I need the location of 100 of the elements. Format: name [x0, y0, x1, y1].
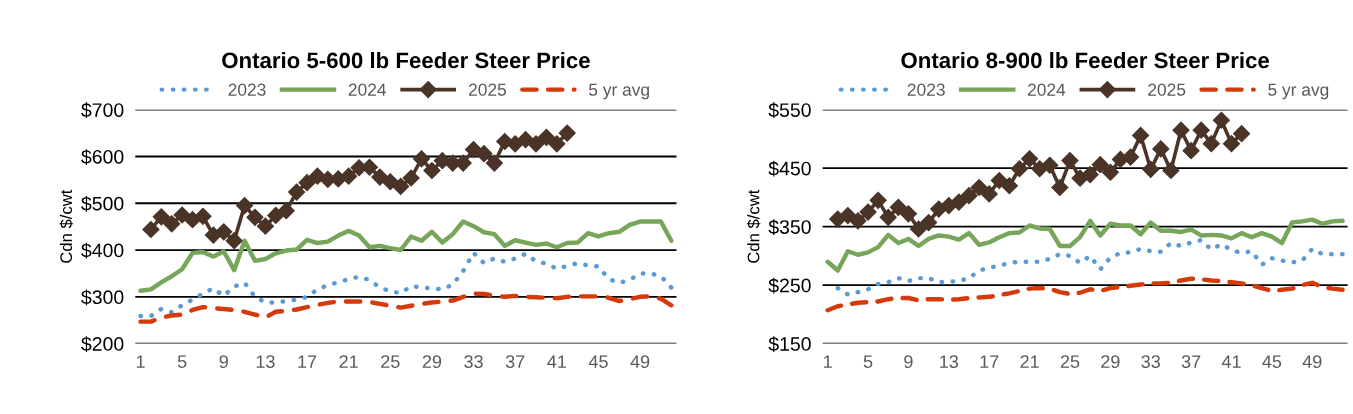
- point: [267, 206, 285, 224]
- point: [246, 208, 264, 226]
- point: [256, 217, 274, 235]
- point: [869, 191, 887, 209]
- point: [1192, 121, 1210, 139]
- point: [879, 208, 897, 226]
- line-series: [138, 250, 674, 319]
- legend-label: 2025: [1148, 83, 1186, 96]
- point: [1051, 178, 1069, 197]
- x-tick-label: 25: [1060, 355, 1080, 368]
- point: [412, 150, 431, 168]
- x-tick-label: 41: [1221, 355, 1241, 368]
- y-tick-label: $300: [81, 289, 124, 306]
- point: [558, 124, 576, 142]
- point: [371, 168, 389, 186]
- line-series: [825, 276, 1345, 313]
- x-tick-label: 5: [177, 355, 187, 368]
- point: [1233, 125, 1251, 143]
- point: [920, 214, 938, 232]
- point: [1101, 163, 1119, 181]
- point: [1132, 126, 1150, 144]
- point: [1222, 135, 1241, 153]
- point: [173, 206, 191, 224]
- point: [277, 202, 295, 220]
- point: [236, 197, 254, 215]
- point: [537, 128, 555, 146]
- point: [1212, 111, 1230, 129]
- point: [1041, 156, 1059, 174]
- legend-label: 5 yr avg: [589, 83, 649, 100]
- point: [1162, 161, 1180, 180]
- y-tick-label: $550: [768, 102, 811, 119]
- point: [298, 174, 316, 192]
- point: [980, 185, 998, 203]
- point: [859, 203, 877, 221]
- point: [475, 145, 493, 163]
- point: [970, 178, 988, 197]
- x-tick-label: 37: [505, 355, 525, 368]
- point: [485, 154, 503, 172]
- x-tick-label: 1: [824, 355, 832, 368]
- legend-label: 2023: [907, 83, 945, 96]
- point: [839, 207, 857, 225]
- x-tick-label: 45: [1262, 355, 1282, 368]
- point: [423, 161, 441, 180]
- point: [1152, 140, 1170, 158]
- y-tick-label: $250: [768, 277, 811, 294]
- x-tick-label: 37: [1181, 355, 1201, 368]
- y-tick-label: $600: [81, 149, 124, 165]
- point: [225, 232, 243, 250]
- point: [204, 226, 222, 244]
- legend-label: 2024: [1027, 83, 1066, 96]
- point: [381, 173, 399, 191]
- x-tick-label: 29: [422, 355, 442, 368]
- x-tick-label: 9: [904, 355, 913, 368]
- x-tick-label: 1: [136, 355, 145, 368]
- x-tick-label: 33: [464, 355, 483, 368]
- point: [402, 169, 420, 187]
- x-tick-label: 25: [381, 355, 400, 368]
- x-tick-label: 9: [219, 355, 228, 368]
- line-series: [138, 291, 674, 324]
- point: [950, 193, 968, 211]
- y-tick-label: $200: [81, 336, 124, 353]
- point: [152, 208, 170, 226]
- y-tick-label: $700: [81, 102, 124, 119]
- x-tick-label: 33: [1141, 355, 1160, 368]
- y-tick-label: $500: [81, 195, 124, 212]
- point: [1142, 160, 1160, 178]
- point: [1091, 156, 1109, 174]
- point: [849, 212, 867, 230]
- x-tick-label: 29: [1101, 355, 1120, 368]
- x-tick-label: 13: [256, 355, 275, 368]
- x-tick-label: 17: [980, 355, 999, 368]
- point: [1010, 160, 1029, 178]
- line-series: [138, 219, 674, 293]
- legend-label: 2024: [348, 83, 387, 96]
- point: [1000, 177, 1018, 195]
- legend-label: 2023: [228, 83, 266, 96]
- x-tick-label: 45: [588, 355, 608, 368]
- point: [960, 187, 978, 205]
- chart-title: Ontario 5-600 lb Feeder Steer Price: [222, 51, 590, 69]
- point: [340, 167, 358, 185]
- x-tick-label: 13: [940, 355, 959, 368]
- line-series: [825, 217, 1345, 273]
- point: [194, 207, 212, 225]
- point: [142, 220, 160, 239]
- point: [1021, 150, 1039, 168]
- legend-label: 5 yr avg: [1268, 83, 1329, 100]
- y-tick-label: $400: [81, 242, 124, 259]
- point: [1081, 166, 1099, 184]
- point: [527, 135, 545, 153]
- point: [1182, 142, 1200, 160]
- point: [1172, 121, 1190, 139]
- point: [889, 198, 907, 216]
- y-axis-title: Cdn $/cwt: [59, 189, 74, 263]
- point: [288, 183, 306, 201]
- x-tick-label: 49: [630, 355, 650, 368]
- point: [215, 223, 233, 241]
- y-tick-label: $450: [768, 160, 811, 177]
- x-tick-label: 21: [339, 355, 358, 368]
- x-tick-label: 5: [863, 355, 873, 368]
- x-tick-label: 41: [547, 355, 566, 368]
